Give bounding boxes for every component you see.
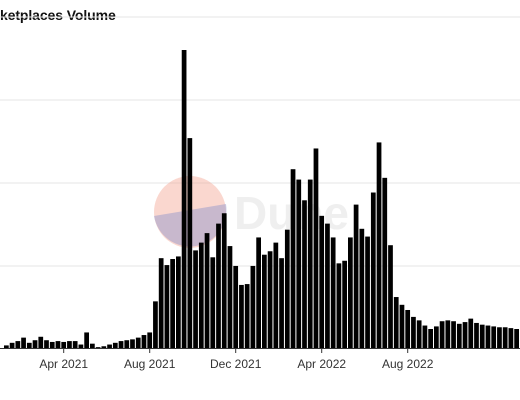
- bar-32: [187, 138, 193, 348]
- bar-51: [296, 179, 302, 348]
- bar-66: [382, 177, 388, 348]
- bar-47: [273, 242, 279, 348]
- bar-68: [393, 297, 399, 348]
- bar-84: [485, 325, 491, 348]
- bar-45: [262, 254, 267, 348]
- bar-72: [416, 320, 422, 348]
- bar-61: [353, 204, 359, 348]
- bar-85: [491, 326, 497, 348]
- bar-69: [399, 304, 405, 348]
- bar-34: [198, 242, 204, 348]
- bar-29: [170, 259, 175, 348]
- bar-10: [61, 341, 67, 348]
- bar-80: [462, 322, 468, 348]
- bar-21: [124, 340, 130, 348]
- bar-64: [370, 192, 376, 348]
- bar-17: [101, 346, 107, 348]
- bar-63: [365, 236, 370, 348]
- bar-1: [9, 342, 15, 348]
- bar-76: [439, 321, 445, 348]
- bar-22: [130, 339, 135, 348]
- bar-71: [411, 316, 416, 348]
- bar-33: [193, 250, 198, 348]
- bar-81: [468, 318, 474, 348]
- bar-37: [216, 223, 221, 348]
- bar-25: [147, 332, 153, 348]
- bar-19: [112, 342, 118, 348]
- bar-9: [55, 341, 61, 348]
- bar-70: [405, 309, 411, 348]
- bar-55: [319, 215, 325, 348]
- bar-67: [388, 245, 393, 348]
- bar-24: [141, 335, 147, 348]
- bar-35: [204, 233, 210, 348]
- bar-43: [250, 265, 256, 348]
- bar-44: [256, 237, 261, 348]
- bar-6: [38, 336, 44, 348]
- bar-8: [49, 341, 55, 348]
- bar-23: [135, 337, 141, 348]
- bar-48: [279, 258, 284, 348]
- bar-57: [330, 237, 336, 348]
- bar-88: [508, 328, 514, 348]
- bar-27: [158, 258, 164, 348]
- bar-82: [474, 322, 479, 348]
- bar-75: [434, 326, 439, 348]
- bar-54: [313, 148, 319, 348]
- bar-49: [284, 229, 290, 348]
- chart-title: ketplaces Volume: [0, 7, 116, 23]
- bar-26: [153, 301, 158, 348]
- bar-65: [376, 142, 382, 348]
- bar-30: [176, 256, 181, 348]
- bar-83: [479, 324, 485, 348]
- x-tick-label-1: Aug 2021: [124, 357, 176, 371]
- x-tick-label-0: Apr 2021: [39, 357, 88, 371]
- bar-2: [15, 341, 21, 348]
- bar-39: [227, 246, 233, 348]
- bar-0: [4, 345, 9, 348]
- bar-60: [348, 237, 353, 348]
- bar-7: [44, 340, 49, 348]
- bar-79: [456, 323, 462, 348]
- bar-14: [84, 332, 89, 348]
- bar-89: [514, 329, 519, 348]
- bar-74: [428, 329, 433, 348]
- bar-52: [302, 200, 307, 348]
- bar-77: [445, 320, 451, 348]
- bar-5: [32, 340, 38, 348]
- bar-11: [67, 341, 72, 348]
- bar-3: [21, 337, 26, 348]
- bar-73: [422, 325, 428, 348]
- bar-16: [95, 347, 101, 348]
- x-tick-label-3: Apr 2022: [297, 357, 346, 371]
- x-axis-ticks: Apr 2021 Aug 2021 Dec 2021 Apr 2022 Aug 2022: [39, 348, 434, 371]
- bar-86: [497, 327, 502, 348]
- bar-59: [342, 260, 347, 348]
- bar-62: [359, 228, 365, 348]
- bar-56: [325, 223, 330, 348]
- bar-31: [181, 50, 187, 348]
- bar-4: [26, 342, 32, 348]
- bar-12: [72, 341, 78, 348]
- bars: [4, 50, 519, 348]
- bar-46: [267, 251, 273, 348]
- bar-40: [233, 265, 239, 348]
- bar-20: [118, 341, 124, 348]
- bar-28: [164, 265, 170, 348]
- bar-87: [502, 327, 508, 348]
- bar-42: [244, 284, 250, 348]
- bar-38: [221, 213, 227, 348]
- bar-78: [451, 321, 456, 348]
- x-tick-label-4: Aug 2022: [382, 357, 434, 371]
- bar-15: [90, 343, 95, 348]
- bar-58: [336, 263, 342, 348]
- bar-41: [239, 284, 244, 348]
- bar-36: [210, 257, 216, 348]
- bar-18: [107, 344, 112, 348]
- bar-53: [307, 179, 313, 348]
- bar-50: [290, 169, 296, 348]
- x-tick-label-2: Dec 2021: [210, 357, 262, 371]
- bar-13: [78, 344, 84, 348]
